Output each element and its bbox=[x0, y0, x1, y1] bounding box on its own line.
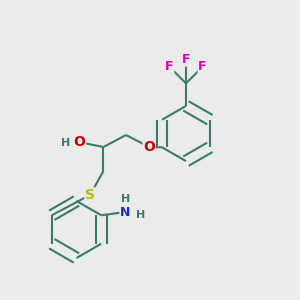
Text: F: F bbox=[182, 53, 190, 66]
Text: H: H bbox=[136, 210, 145, 220]
Text: S: S bbox=[85, 188, 95, 202]
Text: F: F bbox=[198, 60, 207, 74]
Text: O: O bbox=[143, 140, 155, 154]
Text: O: O bbox=[74, 136, 86, 149]
Text: F: F bbox=[165, 60, 174, 74]
Text: H: H bbox=[121, 194, 130, 204]
Text: H: H bbox=[61, 137, 70, 148]
Text: N: N bbox=[120, 206, 130, 219]
